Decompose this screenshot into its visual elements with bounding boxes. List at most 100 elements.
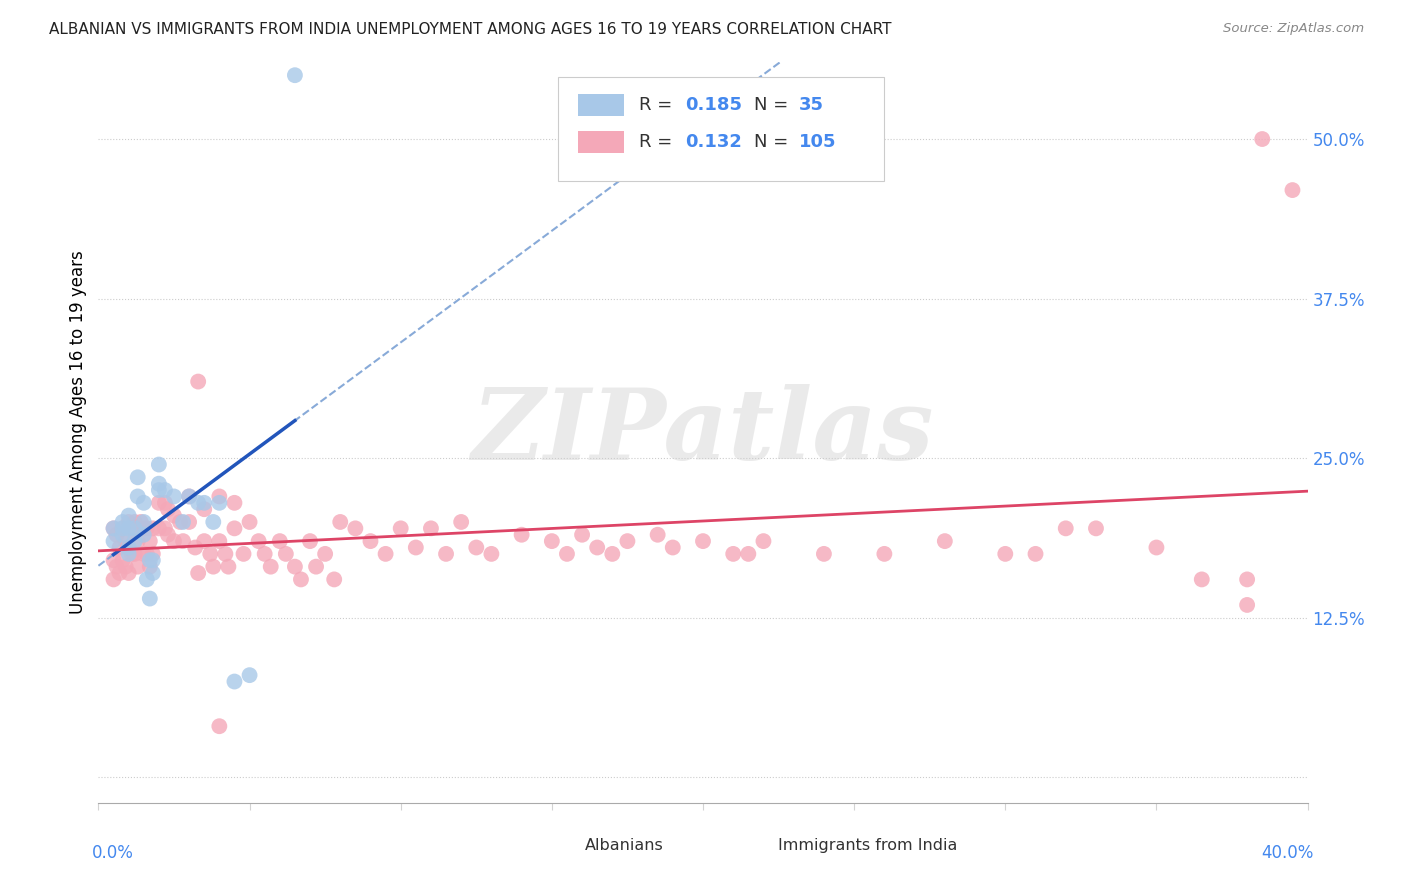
- Point: [124, 515, 146, 529]
- Text: 35: 35: [799, 96, 824, 114]
- Point: [389, 521, 412, 535]
- Point: [239, 668, 262, 682]
- Point: [135, 547, 157, 561]
- Point: [172, 515, 194, 529]
- Point: [217, 559, 239, 574]
- Text: R =: R =: [638, 133, 678, 151]
- Point: [1251, 132, 1274, 146]
- Point: [139, 553, 162, 567]
- Point: [187, 375, 209, 389]
- Point: [103, 521, 125, 535]
- Point: [139, 591, 162, 606]
- Point: [114, 559, 136, 574]
- Point: [111, 527, 134, 541]
- Text: ALBANIAN VS IMMIGRANTS FROM INDIA UNEMPLOYMENT AMONG AGES 16 TO 19 YEARS CORRELA: ALBANIAN VS IMMIGRANTS FROM INDIA UNEMPL…: [49, 22, 891, 37]
- Point: [103, 534, 125, 549]
- Point: [124, 547, 146, 561]
- Point: [284, 68, 307, 82]
- Point: [169, 515, 191, 529]
- Y-axis label: Unemployment Among Ages 16 to 19 years: Unemployment Among Ages 16 to 19 years: [69, 251, 87, 615]
- Point: [132, 515, 155, 529]
- Point: [1144, 541, 1167, 555]
- Point: [111, 521, 134, 535]
- Text: 0.0%: 0.0%: [93, 844, 134, 862]
- Point: [127, 559, 149, 574]
- Point: [124, 534, 146, 549]
- Point: [813, 547, 835, 561]
- Text: N =: N =: [754, 96, 794, 114]
- Point: [118, 547, 141, 561]
- Bar: [534, 836, 576, 856]
- Point: [153, 521, 176, 535]
- Point: [305, 559, 328, 574]
- Point: [121, 547, 143, 561]
- FancyBboxPatch shape: [558, 78, 884, 181]
- Point: [1054, 521, 1077, 535]
- Point: [156, 502, 179, 516]
- Point: [135, 521, 157, 535]
- Point: [510, 527, 533, 541]
- Point: [111, 515, 134, 529]
- Point: [127, 470, 149, 484]
- Point: [153, 483, 176, 497]
- Point: [163, 490, 186, 504]
- Point: [737, 547, 759, 561]
- Point: [1024, 547, 1046, 561]
- Point: [118, 515, 141, 529]
- Point: [434, 547, 457, 561]
- Point: [105, 527, 128, 541]
- Point: [108, 541, 131, 555]
- Point: [142, 553, 165, 567]
- Point: [224, 674, 246, 689]
- Point: [148, 458, 170, 472]
- Bar: [578, 130, 624, 153]
- Point: [1236, 573, 1258, 587]
- Point: [290, 573, 312, 587]
- Point: [142, 547, 165, 561]
- Point: [163, 534, 186, 549]
- Point: [1085, 521, 1108, 535]
- Point: [135, 573, 157, 587]
- Point: [239, 515, 262, 529]
- Point: [208, 534, 231, 549]
- Point: [148, 521, 170, 535]
- Point: [208, 496, 231, 510]
- Point: [114, 534, 136, 549]
- Point: [187, 566, 209, 580]
- Point: [1191, 573, 1213, 587]
- Point: [323, 573, 346, 587]
- Point: [232, 547, 254, 561]
- Point: [1281, 183, 1303, 197]
- Point: [193, 496, 215, 510]
- Point: [314, 547, 336, 561]
- Point: [284, 559, 307, 574]
- Point: [142, 566, 165, 580]
- Point: [172, 534, 194, 549]
- Point: [214, 547, 236, 561]
- Point: [139, 534, 162, 549]
- Text: R =: R =: [638, 96, 678, 114]
- Point: [481, 547, 503, 561]
- Point: [661, 541, 683, 555]
- Text: 0.185: 0.185: [685, 96, 742, 114]
- Point: [934, 534, 956, 549]
- Point: [132, 527, 155, 541]
- Text: 105: 105: [799, 133, 837, 151]
- Point: [103, 553, 125, 567]
- Point: [184, 541, 207, 555]
- Point: [139, 559, 162, 574]
- Point: [142, 521, 165, 535]
- Point: [647, 527, 669, 541]
- Point: [132, 521, 155, 535]
- Point: [111, 553, 134, 567]
- Point: [269, 534, 291, 549]
- Point: [132, 547, 155, 561]
- Point: [148, 483, 170, 497]
- Point: [450, 515, 472, 529]
- Point: [994, 547, 1017, 561]
- Point: [299, 534, 322, 549]
- Point: [124, 521, 146, 535]
- Text: Albanians: Albanians: [585, 838, 664, 854]
- Point: [253, 547, 276, 561]
- Point: [274, 547, 297, 561]
